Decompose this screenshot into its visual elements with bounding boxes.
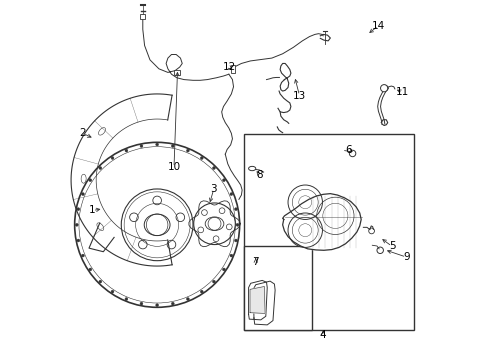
Circle shape bbox=[222, 179, 225, 182]
Circle shape bbox=[111, 290, 114, 293]
Circle shape bbox=[125, 298, 128, 301]
Circle shape bbox=[99, 167, 102, 170]
Bar bbox=[245, 246, 312, 330]
Circle shape bbox=[187, 298, 189, 301]
Circle shape bbox=[200, 290, 203, 293]
Circle shape bbox=[187, 149, 189, 152]
Text: 11: 11 bbox=[396, 87, 410, 98]
Circle shape bbox=[75, 224, 78, 226]
Circle shape bbox=[77, 239, 80, 242]
Text: 8: 8 bbox=[256, 170, 263, 180]
Circle shape bbox=[81, 193, 84, 195]
Circle shape bbox=[172, 145, 174, 148]
Polygon shape bbox=[250, 287, 265, 314]
Bar bbox=[174, 69, 180, 75]
Text: 5: 5 bbox=[389, 241, 395, 251]
Circle shape bbox=[235, 208, 237, 211]
Text: 3: 3 bbox=[211, 184, 217, 194]
Text: 9: 9 bbox=[403, 252, 410, 262]
Circle shape bbox=[156, 304, 159, 307]
Circle shape bbox=[99, 280, 102, 283]
Text: 12: 12 bbox=[222, 62, 236, 72]
Circle shape bbox=[381, 85, 388, 92]
Text: 6: 6 bbox=[345, 145, 352, 155]
Circle shape bbox=[89, 268, 92, 271]
Circle shape bbox=[77, 208, 80, 211]
Text: 2: 2 bbox=[79, 129, 86, 138]
Text: 7: 7 bbox=[252, 257, 259, 267]
Circle shape bbox=[222, 268, 225, 271]
Bar bbox=[231, 65, 235, 73]
Text: 10: 10 bbox=[168, 162, 180, 172]
Circle shape bbox=[156, 143, 159, 146]
Ellipse shape bbox=[248, 166, 256, 171]
Circle shape bbox=[140, 145, 143, 148]
Circle shape bbox=[235, 239, 237, 242]
Circle shape bbox=[140, 302, 143, 305]
Circle shape bbox=[230, 254, 233, 257]
Circle shape bbox=[236, 224, 239, 226]
Text: 1: 1 bbox=[89, 206, 96, 216]
Text: 14: 14 bbox=[372, 21, 385, 31]
Circle shape bbox=[200, 157, 203, 159]
Circle shape bbox=[213, 280, 216, 283]
Circle shape bbox=[172, 302, 174, 305]
Text: 4: 4 bbox=[320, 330, 326, 340]
Circle shape bbox=[125, 149, 128, 152]
Bar bbox=[140, 14, 146, 19]
Polygon shape bbox=[253, 281, 275, 325]
Polygon shape bbox=[248, 280, 267, 320]
Bar bbox=[245, 134, 414, 330]
Circle shape bbox=[111, 157, 114, 159]
Polygon shape bbox=[283, 194, 361, 250]
Circle shape bbox=[230, 193, 233, 195]
Circle shape bbox=[89, 179, 92, 182]
Circle shape bbox=[81, 254, 84, 257]
Text: 13: 13 bbox=[293, 91, 306, 101]
Circle shape bbox=[213, 167, 216, 170]
